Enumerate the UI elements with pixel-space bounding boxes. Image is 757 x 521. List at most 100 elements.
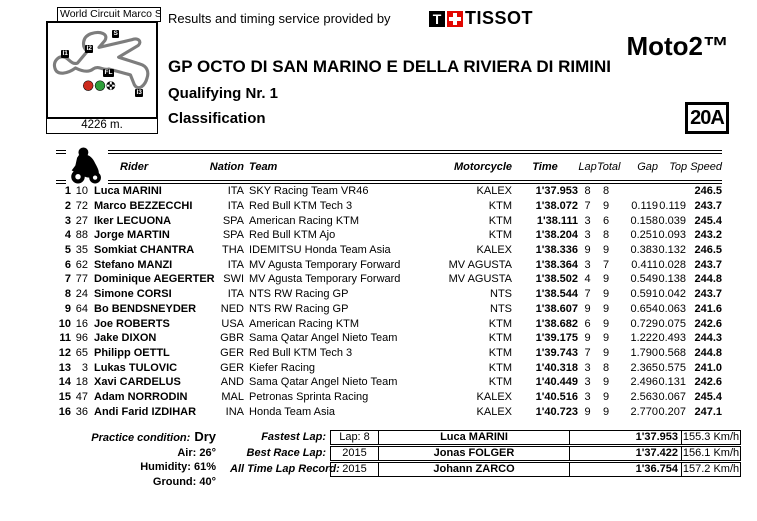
- cell-time: 1'37.953: [535, 185, 579, 198]
- cell-rider: Stefano MANZI: [94, 258, 173, 271]
- cell-pos: 10: [58, 317, 71, 330]
- speed-trap-icon: [106, 81, 116, 91]
- cell-nation: ITA: [227, 258, 245, 271]
- cell-top_speed: 241.6: [694, 302, 723, 315]
- cell-lap: 8: [584, 185, 591, 198]
- cell-gap_prev: 0.063: [658, 302, 687, 315]
- cell-lap: 3: [584, 361, 591, 374]
- cell-gap_first: 0.119: [631, 200, 659, 213]
- cell-num: 18: [75, 376, 88, 389]
- results-body: 1 10 Luca MARINI ITA SKY Racing Team VR46 KAL…: [56, 182, 722, 419]
- table-row: 14 18 Xavi CARDELUS AND Sama Qatar Angel Nie…: [56, 375, 722, 390]
- cell-gap_prev: 0.568: [658, 346, 687, 359]
- cell-nation: ITA: [227, 288, 245, 301]
- cell-gap_first: 0.654: [630, 302, 659, 315]
- cell-lap: 7: [584, 200, 591, 213]
- tissot-t-icon: T: [429, 10, 445, 27]
- cell-nation: THA: [222, 244, 245, 257]
- cell-gap_first: 1.790: [630, 346, 659, 359]
- cell-time: 1'38.111: [536, 214, 579, 227]
- record-speed: 155.3 Km/h: [682, 431, 740, 443]
- cell-nation: USA: [221, 317, 245, 330]
- cell-time: 1'39.175: [535, 332, 579, 345]
- cell-pos: 9: [64, 302, 71, 315]
- cell-num: 27: [75, 214, 88, 227]
- cell-gap_prev: 0.093: [658, 229, 687, 242]
- col-header-nation: Nation: [208, 150, 245, 184]
- record-box: 2015 Johann ZARCO 1'36.754 157.2 Km/h: [330, 462, 741, 477]
- cell-rider: Adam NORRODIN: [94, 390, 188, 403]
- cell-pos: 12: [58, 346, 71, 359]
- cell-team: NTS RW Racing GP: [249, 302, 349, 315]
- cell-lap: 3: [584, 229, 591, 242]
- cell-lap: 7: [584, 288, 591, 301]
- table-row: 9 64 Bo BENDSNEYDER NED NTS RW Racing GP NTS 1…: [56, 302, 722, 317]
- record-time: 1'37.953: [570, 431, 682, 444]
- cell-nation: AND: [220, 376, 245, 389]
- cell-team: Red Bull KTM Tech 3: [249, 200, 353, 213]
- track-label-i3: I3: [135, 89, 144, 97]
- col-header-motorcycle: Motorcycle: [420, 150, 513, 184]
- cell-team: Sama Qatar Angel Nieto Team: [249, 332, 398, 345]
- table-row: 16 36 Andi Farid IZDIHAR INA Honda Team Asia…: [56, 404, 722, 419]
- cell-lap: 3: [584, 390, 591, 403]
- cell-team: NTS RW Racing GP: [249, 288, 349, 301]
- cell-motorcycle: KTM: [488, 229, 513, 242]
- class-title: Moto2™: [626, 31, 729, 61]
- cell-gap_first: 0.158: [630, 214, 659, 227]
- cell-gap_first: 2.770: [630, 405, 659, 418]
- record-box: 2015 Jonas FOLGER 1'37.422 156.1 Km/h: [330, 446, 741, 461]
- cell-nation: ITA: [227, 185, 245, 198]
- cell-num: 10: [75, 185, 88, 198]
- practice-condition-label: Practice condition:: [91, 432, 191, 444]
- cell-pos: 14: [58, 376, 71, 389]
- cell-num: 35: [75, 244, 88, 257]
- cell-motorcycle: KALEX: [476, 390, 513, 403]
- cell-rider: Marco BEZZECCHI: [94, 200, 193, 213]
- session-conditions: Practice condition: Dry Air: 26° Humidity…: [40, 429, 216, 489]
- cell-gap_first: 1.222: [630, 332, 659, 345]
- cell-lap: 7: [584, 346, 591, 359]
- cell-total: 9: [602, 376, 610, 389]
- cell-rider: Joe ROBERTS: [94, 317, 170, 330]
- cell-motorcycle: KALEX: [476, 244, 513, 257]
- record-time: 1'36.754: [570, 463, 682, 476]
- table-row: 12 65 Philipp OETTL GER Red Bull KTM Tech 3 K…: [56, 346, 722, 361]
- record-rider-name: Johann ZARCO: [379, 463, 570, 476]
- cell-top_speed: 242.6: [694, 317, 723, 330]
- table-row: 4 88 Jorge MARTIN SPA Red Bull KTM Ajo KTM 1'3…: [56, 228, 722, 243]
- cell-team: Red Bull KTM Tech 3: [249, 346, 353, 359]
- cell-team: Petronas Sprinta Racing: [249, 390, 369, 403]
- cell-num: 65: [75, 346, 88, 359]
- cell-top_speed: 246.5: [694, 185, 723, 198]
- service-credit: Results and timing service provided by: [168, 11, 391, 26]
- cell-rider: Andi Farid IZDIHAR: [94, 405, 197, 418]
- record-rider-name: Luca MARINI: [379, 431, 570, 444]
- cell-team: MV Agusta Temporary Forward: [249, 258, 401, 271]
- cell-pos: 4: [64, 229, 71, 242]
- session-title: Qualifying Nr. 1: [168, 85, 279, 102]
- cell-rider: Lukas TULOVIC: [94, 361, 178, 374]
- cell-num: 88: [75, 229, 88, 242]
- practice-condition: Practice condition: Dry: [40, 429, 216, 446]
- cell-num: 64: [75, 302, 88, 315]
- col-header-gap: Gap: [615, 150, 659, 184]
- track-outline-icon: [52, 30, 150, 91]
- col-header-top-speed: Top Speed: [658, 150, 723, 184]
- cell-num: 16: [75, 317, 88, 330]
- lap-records: Fastest Lap: Lap: 8 Luca MARINI 1'37.953 155…: [230, 430, 741, 478]
- cell-top_speed: 244.8: [694, 346, 723, 359]
- cell-nation: NED: [220, 302, 245, 315]
- track-map: S I1 I2 FL I3: [46, 21, 158, 119]
- cell-gap_prev: 0.138: [658, 273, 687, 286]
- cell-top_speed: 243.7: [694, 200, 723, 213]
- cell-top_speed: 246.5: [694, 244, 723, 257]
- table-row: 15 47 Adam NORRODIN MAL Petronas Sprinta Rac…: [56, 390, 722, 405]
- cell-gap_first: 0.251: [630, 229, 659, 242]
- cell-pos: 16: [58, 405, 71, 418]
- cell-time: 1'38.502: [535, 273, 579, 286]
- classification-table: Rider Nation Team Motorcycle Time Lap To…: [56, 150, 723, 419]
- record-label: Best Race Lap:: [246, 447, 326, 459]
- cell-gap_prev: 0.132: [658, 244, 687, 257]
- cell-nation: SPA: [222, 229, 245, 242]
